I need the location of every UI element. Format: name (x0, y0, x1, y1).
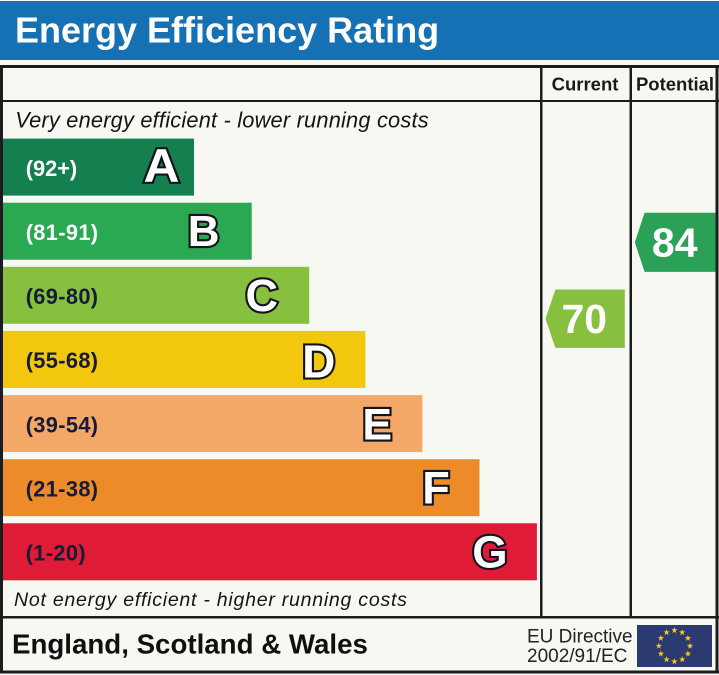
svg-text:(81-91): (81-91) (26, 220, 99, 245)
svg-text:Very energy efficient - lower: Very energy efficient - lower running co… (15, 107, 429, 132)
svg-text:F: F (422, 463, 450, 514)
svg-text:(39-54): (39-54) (26, 412, 99, 437)
svg-text:B: B (188, 207, 220, 256)
svg-text:70: 70 (561, 296, 607, 342)
svg-text:(55-68): (55-68) (26, 348, 99, 373)
svg-text:(1-20): (1-20) (26, 541, 86, 566)
svg-text:(92+): (92+) (26, 156, 77, 181)
svg-text:C: C (245, 270, 278, 321)
svg-text:2002/91/EC: 2002/91/EC (527, 646, 627, 667)
svg-text:A: A (144, 139, 180, 192)
svg-text:E: E (362, 400, 392, 449)
svg-text:(69-80): (69-80) (26, 284, 99, 309)
svg-text:England, Scotland & Wales: England, Scotland & Wales (12, 629, 368, 660)
svg-text:EU Directive: EU Directive (527, 626, 633, 647)
svg-text:(21-38): (21-38) (26, 476, 99, 501)
svg-text:Not energy efficient - higher: Not energy efficient - higher running co… (14, 589, 408, 611)
svg-text:Energy Efficiency Rating: Energy Efficiency Rating (15, 10, 439, 51)
svg-text:D: D (302, 335, 335, 387)
svg-text:Potential: Potential (636, 74, 714, 95)
svg-text:84: 84 (652, 220, 698, 266)
svg-text:Current: Current (552, 74, 619, 95)
svg-text:G: G (472, 527, 507, 578)
